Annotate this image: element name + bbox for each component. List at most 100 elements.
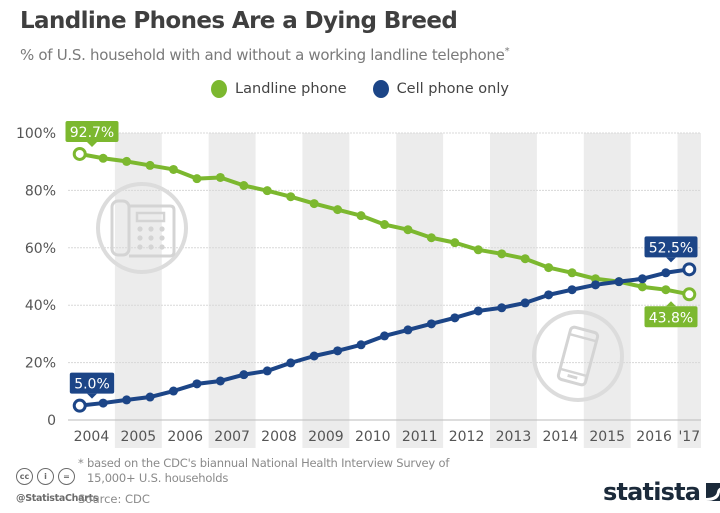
data-point	[356, 211, 366, 221]
data-point	[98, 153, 108, 163]
data-point	[591, 280, 600, 290]
by-icon: i	[37, 468, 54, 485]
data-annotations: 92.7% 43.8% 5.0% 52.5%	[65, 120, 698, 399]
x-tick-label: 2008	[261, 429, 297, 445]
data-point	[637, 274, 647, 284]
column-band	[396, 133, 444, 448]
y-tick-label: 20%	[25, 356, 56, 372]
data-point	[262, 186, 272, 196]
legend-item-landline[interactable]: Landline phone	[211, 80, 347, 98]
footnote-line-1: * based on the CDC's biannual National H…	[78, 456, 450, 470]
y-tick-label: 80%	[25, 183, 56, 199]
subtitle-footnote-marker: *	[504, 46, 510, 57]
data-point	[215, 172, 225, 182]
data-label: 43.8%	[644, 301, 698, 328]
legend-item-cell[interactable]: Cell phone only	[372, 80, 509, 98]
x-tick-label: 2006	[167, 429, 203, 445]
twitter-handle[interactable]: @StatistaCharts	[16, 493, 99, 504]
legend-label-landline: Landline phone	[235, 81, 347, 97]
legend-swatch-landline	[211, 80, 228, 98]
x-tick-label: 2015	[589, 429, 625, 445]
column-band	[583, 133, 631, 448]
data-label: 5.0%	[69, 372, 115, 399]
data-point	[426, 319, 436, 329]
x-tick-label: 2012	[449, 429, 485, 445]
data-point	[169, 386, 178, 396]
data-point	[682, 262, 697, 277]
x-tick-label: 2016	[636, 429, 672, 445]
data-point	[333, 205, 343, 215]
subtitle-text: % of U.S. household with and without a w…	[20, 46, 505, 64]
column-band	[490, 133, 537, 448]
data-point	[215, 376, 225, 386]
data-label-box	[644, 236, 698, 258]
y-axis-labels: 0 20% 40% 60% 80% 100%	[16, 126, 56, 429]
data-point	[497, 249, 507, 259]
data-point	[614, 277, 624, 287]
data-point	[450, 313, 460, 323]
smartphone-icon	[532, 310, 624, 402]
legend-label-cell: Cell phone only	[396, 81, 509, 97]
landline-telephone-icon	[96, 182, 188, 274]
data-point	[145, 160, 155, 170]
footnote-line-2: 15,000+ U.S. households	[87, 471, 229, 485]
logo-text: statista	[603, 478, 701, 506]
data-point	[682, 287, 697, 302]
chart-legend: Landline phone Cell phone only	[0, 80, 720, 98]
data-label-box	[644, 306, 698, 328]
data-label: 52.5%	[644, 236, 698, 263]
data-point	[98, 398, 108, 408]
statista-logo[interactable]: statista	[603, 478, 720, 506]
data-point	[72, 146, 87, 161]
x-axis-labels: 2004 2005 2006 2007 2008 2009 2010 2011 2012 2013…	[74, 429, 700, 445]
chart-title: Landline Phones Are a Dying Breed	[20, 8, 458, 34]
license-icons: cc i =	[16, 468, 75, 485]
data-point	[309, 351, 319, 361]
data-label-text: 43.8%	[649, 310, 693, 326]
data-point	[380, 220, 389, 230]
background-icons	[96, 182, 624, 402]
data-point	[286, 192, 296, 202]
legend-swatch-cell	[372, 80, 389, 98]
data-point	[450, 238, 460, 248]
data-point	[520, 254, 530, 264]
x-tick-label: 2014	[543, 429, 579, 445]
x-tick-label: 2005	[121, 429, 157, 445]
x-tick-label: 2007	[214, 429, 250, 445]
y-tick-label: 100%	[16, 126, 56, 142]
data-point	[661, 285, 671, 295]
column-band	[302, 133, 350, 448]
footnote: * based on the CDC's biannual National H…	[78, 456, 449, 486]
data-point	[262, 366, 272, 376]
data-point	[122, 156, 132, 166]
data-point	[380, 331, 389, 341]
data-point	[567, 268, 577, 278]
data-point	[239, 181, 249, 191]
data-point	[403, 225, 413, 235]
data-label-box	[69, 372, 115, 394]
data-point	[637, 282, 647, 292]
data-label-pointer	[87, 141, 97, 147]
data-point	[497, 303, 507, 313]
data-label-box	[65, 120, 119, 142]
x-tick-label: '17	[678, 429, 700, 445]
x-tick-label: 2013	[496, 429, 532, 445]
data-label-pointer	[666, 257, 676, 263]
data-point	[145, 392, 155, 402]
data-point	[661, 268, 671, 278]
data-label-text: 92.7%	[70, 125, 114, 141]
statista-logo-icon	[706, 483, 720, 501]
data-point	[473, 245, 483, 255]
data-point	[122, 395, 132, 405]
series-lines	[72, 146, 697, 413]
y-tick-label: 60%	[25, 241, 56, 257]
cc-icon: cc	[16, 468, 33, 485]
data-point	[192, 174, 202, 184]
data-point	[239, 370, 249, 380]
data-point	[333, 346, 343, 356]
data-point	[567, 285, 577, 295]
data-point	[356, 340, 366, 350]
nd-icon: =	[58, 468, 75, 485]
y-tick-label: 0	[47, 413, 56, 429]
x-tick-label: 2009	[308, 429, 344, 445]
